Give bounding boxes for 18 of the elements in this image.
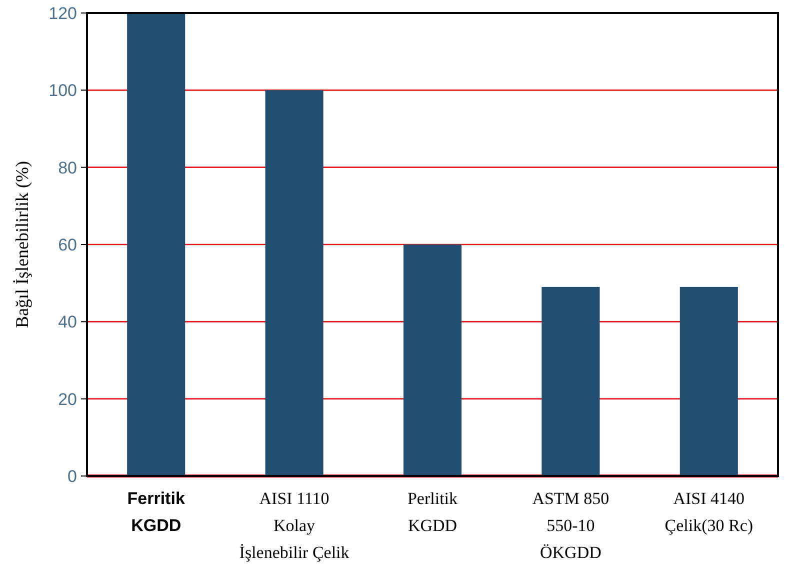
x-tick-label: AISI 4140 Çelik(30 Rc) xyxy=(664,489,754,535)
y-tick-label: 60 xyxy=(58,235,77,254)
bar xyxy=(680,286,738,476)
bar xyxy=(542,286,600,476)
x-tick-label: AISI 1110 Kolay İşlenebilir Çelik xyxy=(239,489,350,562)
y-tick-label: 40 xyxy=(58,312,77,332)
bar xyxy=(403,244,462,476)
y-axis-title: Bağıl İşlenebilirlik (%) xyxy=(12,161,32,328)
x-tick-label: ASTM 850 550-10 ÖKGDD xyxy=(532,489,610,562)
bar xyxy=(265,90,324,476)
y-tick-label: 80 xyxy=(58,158,77,178)
x-tick-label: Ferritik KGDD xyxy=(127,489,186,535)
y-tick-label: 20 xyxy=(58,390,77,409)
y-tick-label: 100 xyxy=(48,81,77,100)
bar xyxy=(127,13,186,476)
y-tick-label: 120 xyxy=(48,4,77,23)
x-tick-label: Perlitik KGDD xyxy=(407,489,458,535)
y-tick-label: 0 xyxy=(68,466,77,486)
